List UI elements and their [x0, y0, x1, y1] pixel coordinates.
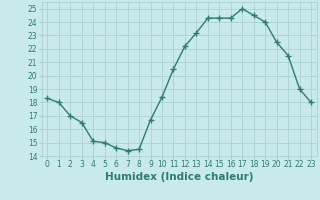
X-axis label: Humidex (Indice chaleur): Humidex (Indice chaleur)	[105, 172, 253, 182]
